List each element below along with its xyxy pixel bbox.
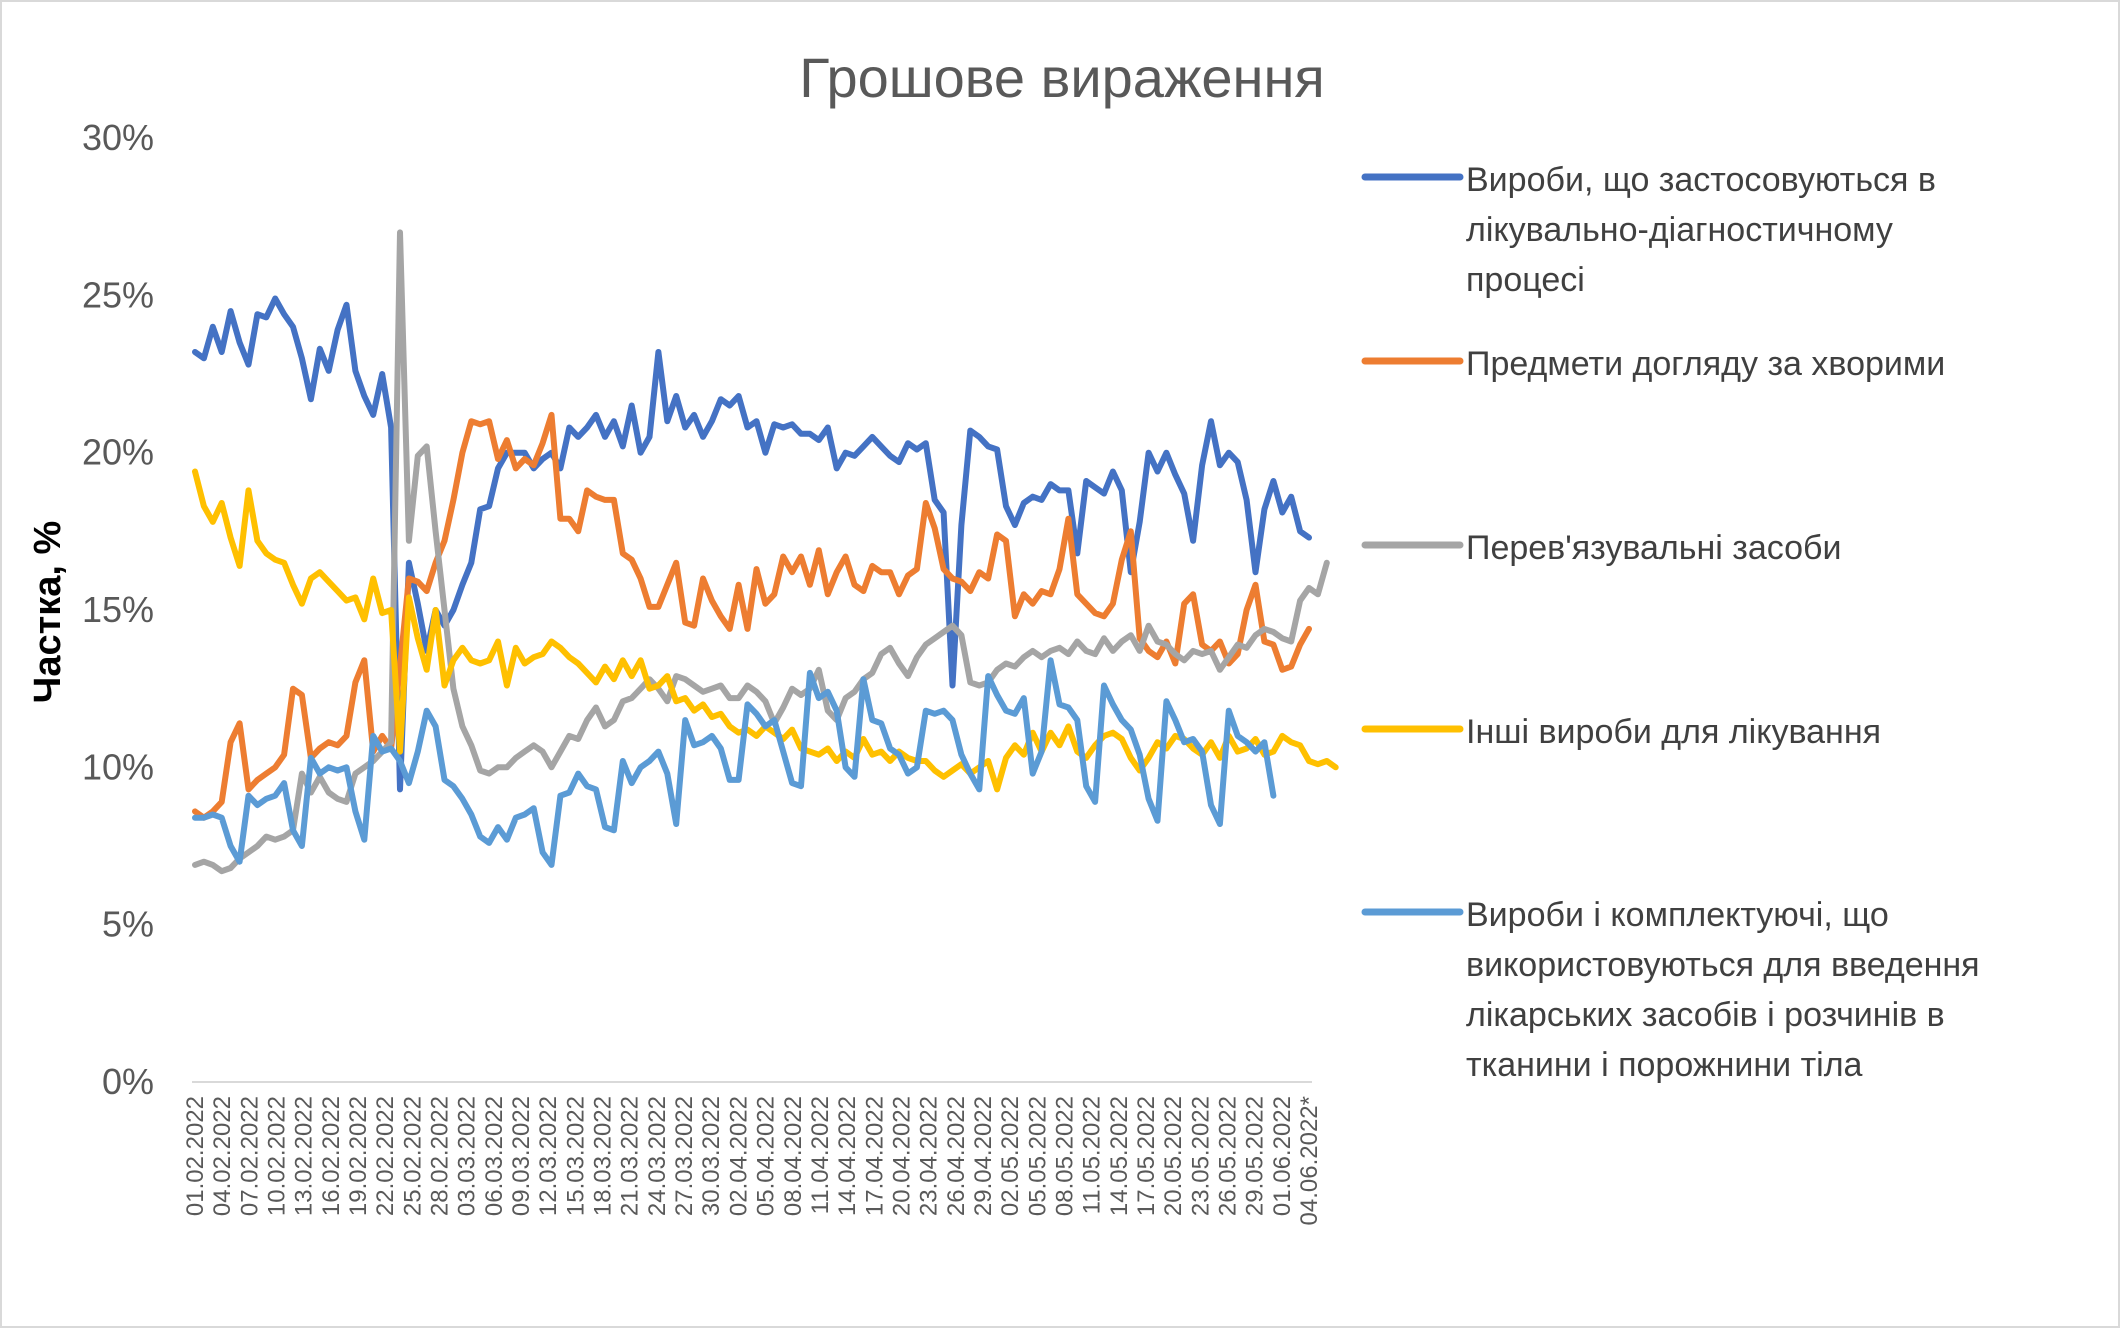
x-tick-label: 07.02.2022 [236,1096,263,1216]
x-tick-label: 08.04.2022 [780,1096,807,1216]
x-tick-label: 22.02.2022 [372,1096,399,1216]
x-tick-label: 11.04.2022 [807,1096,834,1214]
x-tick-label: 26.04.2022 [943,1096,970,1216]
series-line-1 [192,295,1312,793]
x-tick-label: 21.03.2022 [617,1096,644,1216]
chart-title: Грошове вираження [799,46,1324,109]
x-tick-label: 04.02.2022 [209,1096,236,1216]
x-tick-label: 10.02.2022 [264,1096,291,1216]
x-tick-label: 14.04.2022 [834,1096,861,1216]
series-line-2 [192,411,1312,821]
x-tick-label: 12.03.2022 [535,1096,562,1216]
x-tick-label: 30.03.2022 [698,1096,725,1216]
series-lines [192,229,1339,875]
x-tick-label: 25.02.2022 [399,1096,426,1216]
y-tick-label: 20% [82,432,154,473]
x-tick-label: 06.03.2022 [481,1096,508,1216]
x-tick-label: 20.05.2022 [1160,1096,1187,1216]
y-axis-ticks: 0% 5% 10% 15% 20% 25% 30% [82,117,154,1102]
x-tick-label: 02.04.2022 [725,1096,752,1216]
legend: Вироби, що застосовуються в лікувально-ді… [1361,161,1980,1084]
x-tick-label: 23.05.2022 [1187,1096,1214,1216]
x-tick-label: 19.02.2022 [345,1096,372,1216]
x-tick-label: 05.04.2022 [753,1096,780,1216]
x-tick-label: 03.03.2022 [454,1096,481,1216]
legend-label-1: Вироби, що застосовуються в лікувально-ді… [1466,161,1936,299]
y-tick-label: 5% [102,904,154,945]
legend-label-5: Вироби і комплектуючі, що використовуютьс… [1466,896,1980,1084]
x-tick-label: 11.05.2022 [1079,1096,1106,1214]
legend-label-2: Предмети догляду за хворими [1466,345,1945,383]
y-tick-label: 25% [82,274,154,315]
x-tick-label: 16.02.2022 [318,1096,345,1216]
x-tick-label: 04.06.2022* [1296,1096,1323,1225]
x-tick-label: 20.04.2022 [888,1096,915,1216]
x-tick-label: 26.05.2022 [1214,1096,1241,1216]
x-tick-label: 01.02.2022 [182,1096,209,1216]
x-tick-label: 18.03.2022 [590,1096,617,1216]
x-tick-label: 29.04.2022 [970,1096,997,1216]
x-tick-label: 17.04.2022 [861,1096,888,1216]
x-tick-label: 13.02.2022 [291,1096,318,1216]
x-tick-label: 29.05.2022 [1242,1096,1269,1216]
x-tick-label: 24.03.2022 [644,1096,671,1216]
x-tick-label: 27.03.2022 [671,1096,698,1216]
x-tick-label: 08.05.2022 [1051,1096,1078,1216]
x-tick-label: 02.05.2022 [997,1096,1024,1216]
y-tick-label: 0% [102,1061,154,1102]
x-axis-ticks: 01.02.2022 04.02.2022 07.02.2022 10.02.2022… [182,1096,1323,1225]
series-line-5 [192,657,1277,868]
x-tick-label: 01.06.2022 [1269,1096,1296,1216]
y-tick-label: 30% [82,117,154,158]
x-tick-label: 17.05.2022 [1133,1096,1160,1216]
legend-label-4: Інші вироби для лікування [1466,713,1881,751]
x-tick-label: 05.05.2022 [1024,1096,1051,1216]
x-tick-label: 23.04.2022 [916,1096,943,1216]
y-tick-label: 15% [82,589,154,630]
y-tick-label: 10% [82,746,154,787]
y-axis-label: Частка, % [27,521,69,704]
x-tick-label: 15.03.2022 [562,1096,589,1216]
x-tick-label: 14.05.2022 [1106,1096,1133,1216]
series-line-3 [192,229,1330,875]
x-tick-label: 09.03.2022 [508,1096,535,1216]
x-tick-label: 28.02.2022 [427,1096,454,1216]
legend-label-3: Перев'язувальні засоби [1466,529,1842,567]
